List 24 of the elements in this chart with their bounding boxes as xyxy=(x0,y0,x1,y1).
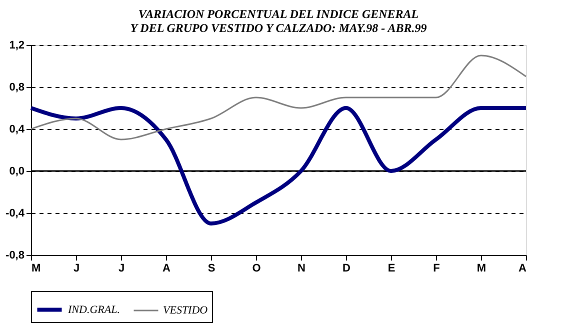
y-tick-label: 1,2 xyxy=(9,40,24,52)
y-tick-label: 0,4 xyxy=(9,124,26,136)
x-tick-label: A xyxy=(518,262,527,274)
text: Y DEL GRUPO VESTIDO Y CALZADO: MAY.98 - ABR.99 xyxy=(130,21,427,35)
line-series xyxy=(29,106,528,226)
x-tick-label: N xyxy=(298,262,306,274)
x-tick-label: J xyxy=(73,262,80,274)
x-tick-label: S xyxy=(208,262,216,274)
x-tick-label: J xyxy=(118,262,125,274)
x-tick-label: O xyxy=(252,262,262,274)
y-tick-label: -0,4 xyxy=(6,208,26,220)
x-tick-label: A xyxy=(162,262,171,274)
legend-label: VESTIDO xyxy=(163,304,208,316)
text: VARIACION PORCENTUAL DEL INDICE GENERAL xyxy=(138,7,419,21)
x-tick-label: M xyxy=(476,262,486,274)
y-tick-label: 0,8 xyxy=(9,82,24,94)
x-tick-label: E xyxy=(388,262,396,274)
x-tick-label: D xyxy=(342,262,351,274)
y-tick-label: 0,0 xyxy=(9,166,24,178)
x-tick-label: F xyxy=(433,262,440,274)
line-series xyxy=(30,54,527,140)
x-tick-label: M xyxy=(32,262,41,274)
legend-label: IND.GRAL. xyxy=(67,304,120,316)
y-tick-label: -0,8 xyxy=(6,250,24,262)
